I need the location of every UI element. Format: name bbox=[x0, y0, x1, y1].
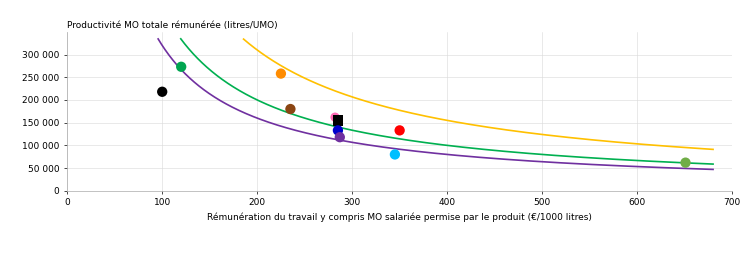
Point bbox=[156, 90, 168, 94]
Text: Productivité MO totale rémunérée (litres/UMO): Productivité MO totale rémunérée (litres… bbox=[67, 21, 278, 30]
Point bbox=[275, 72, 287, 76]
Point bbox=[334, 135, 346, 139]
Point bbox=[332, 118, 344, 122]
Point bbox=[389, 152, 401, 157]
X-axis label: Rémunération du travail y compris MO salariée permise par le produit (€/1000 lit: Rémunération du travail y compris MO sal… bbox=[207, 213, 592, 223]
Point bbox=[329, 115, 341, 119]
Point bbox=[332, 128, 344, 132]
Point bbox=[394, 128, 406, 132]
Point bbox=[680, 161, 692, 165]
Legend: 1,5 SMIC/UMO, 2 SMIC/UMO, 3 SMIC/UMO: 1,5 SMIC/UMO, 2 SMIC/UMO, 3 SMIC/UMO bbox=[264, 262, 535, 265]
Point bbox=[176, 65, 187, 69]
Point bbox=[285, 107, 297, 111]
